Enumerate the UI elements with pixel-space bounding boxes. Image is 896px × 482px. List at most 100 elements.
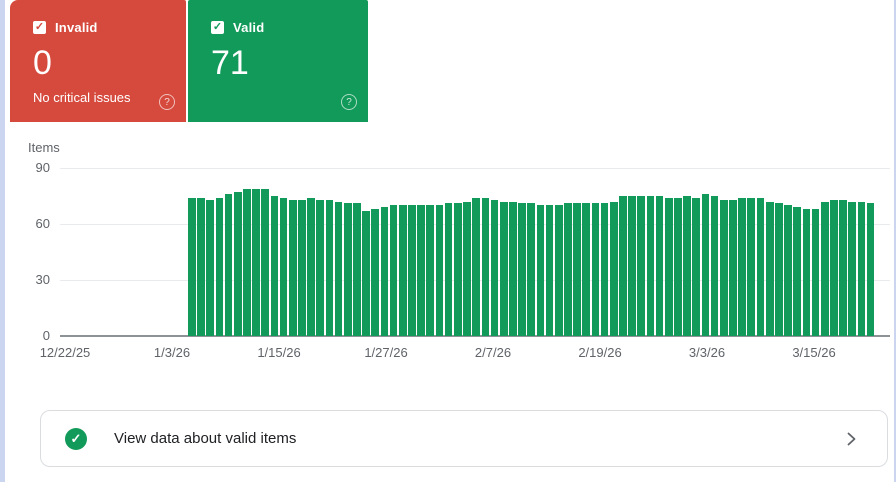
chart-bar[interactable] [206,199,215,336]
chart-bar[interactable] [298,199,306,336]
checkbox-check-icon: ✓ [34,21,45,33]
checkbox-check-icon: ✓ [212,21,223,33]
invalid-checkbox[interactable]: ✓ [33,21,46,34]
chart-bar[interactable] [830,199,838,336]
chart-y-axis-title: Items [28,140,60,155]
chart-bar[interactable] [408,205,416,336]
valid-checkbox[interactable]: ✓ [211,21,224,34]
chart-bar[interactable] [536,205,545,336]
chart-bar[interactable] [509,201,517,336]
chart-bar[interactable] [637,196,646,336]
chart-bar[interactable] [710,196,719,336]
invalid-summary-card[interactable]: ✓ Invalid 0 No critical issues ? [10,0,186,122]
chart-bar[interactable] [453,203,462,336]
chart-bar[interactable] [747,197,756,336]
chart-bar[interactable] [279,197,288,336]
chart-bar[interactable] [188,197,196,336]
chart-bar[interactable] [848,201,857,336]
chart-bar[interactable] [398,205,407,336]
chart-bar[interactable] [729,199,737,336]
chevron-right-icon[interactable] [845,432,857,446]
chart-bar[interactable] [674,197,682,336]
chart-bar[interactable] [288,199,297,336]
chart-bar[interactable] [775,203,783,336]
chart-bar[interactable] [554,205,563,336]
chart-bar[interactable] [463,201,471,336]
chart-bar[interactable] [417,205,425,336]
chart-bar[interactable] [655,196,664,336]
x-tick-label: 2/7/26 [474,345,512,360]
chart-bar[interactable] [518,203,526,336]
chart-bar[interactable] [325,199,334,336]
chart-bar[interactable] [619,196,627,336]
chart-bar[interactable] [765,201,774,336]
page-left-edge-strip [0,0,5,482]
chart-bar[interactable] [820,201,829,336]
chart-bar[interactable] [646,196,655,336]
chart-bar[interactable] [362,210,370,336]
chart-bar[interactable] [756,197,765,336]
chart-bar[interactable] [499,201,508,336]
view-valid-items-row[interactable]: ✓ View data about valid items [40,410,888,467]
chart-bar[interactable] [628,196,636,336]
chart-bar[interactable] [307,197,315,336]
invalid-count: 0 [33,44,52,82]
x-tick-label: 3/15/26 [792,345,836,360]
gridline [60,168,890,169]
chart-bar[interactable] [564,203,572,336]
chart-bar[interactable] [609,201,618,336]
chart-bar[interactable] [573,203,581,336]
chart-bar[interactable] [811,209,820,336]
chart-bar[interactable] [683,196,691,336]
chart-bar[interactable] [426,205,435,336]
chart-bar[interactable] [233,192,242,336]
chart-bar[interactable] [316,199,325,336]
chart-bar[interactable] [719,199,728,336]
chart-bar[interactable] [591,203,600,336]
chart-bar[interactable] [252,188,260,336]
invalid-card-subtitle: No critical issues [33,90,131,105]
chart-bar[interactable] [270,196,279,336]
valid-check-circle-icon: ✓ [65,427,87,450]
chart-bar[interactable] [261,188,270,336]
chart-bar[interactable] [692,197,701,336]
chart-bar[interactable] [334,201,343,336]
chart-bar[interactable] [224,194,233,336]
chart-bar[interactable] [802,209,811,336]
valid-card-label: Valid [233,20,265,35]
chart-bar[interactable] [664,197,673,336]
chart-bar[interactable] [444,203,453,336]
chart-bar[interactable] [243,188,251,336]
valid-summary-card[interactable]: ✓ Valid 71 ? [188,0,368,122]
chart-bar[interactable] [380,207,389,336]
x-tick-label: 1/3/26 [153,345,191,360]
y-tick-label: 60 [35,216,50,231]
x-tick-label: 1/15/26 [257,345,301,360]
help-icon[interactable]: ? [159,94,175,110]
help-icon[interactable]: ? [341,94,357,110]
chart-bar[interactable] [857,201,866,336]
chart-bar[interactable] [371,209,380,336]
chart-bar[interactable] [353,203,361,336]
chart-bar[interactable] [738,197,746,336]
chart-bar[interactable] [197,197,205,336]
chart-bar[interactable] [343,203,352,336]
chart-bar[interactable] [793,207,802,336]
chart-bar[interactable] [389,205,398,336]
check-glyph: ✓ [70,431,82,446]
chart-bar[interactable] [784,205,792,336]
chart-bar[interactable] [215,197,224,336]
invalid-card-label: Invalid [55,20,98,35]
chart-bar[interactable] [866,203,875,336]
chart-bar[interactable] [435,205,444,336]
chart-bar[interactable] [527,203,536,336]
chart-bar[interactable] [839,199,847,336]
valid-card-header: ✓ Valid [188,0,368,35]
chart-bar[interactable] [472,197,480,336]
chart-bar[interactable] [582,203,591,336]
chart-bar[interactable] [490,199,499,336]
chart-bar[interactable] [545,205,554,336]
chart-bar[interactable] [701,194,710,336]
chart-bar[interactable] [481,197,490,336]
chart-bar[interactable] [600,203,609,336]
